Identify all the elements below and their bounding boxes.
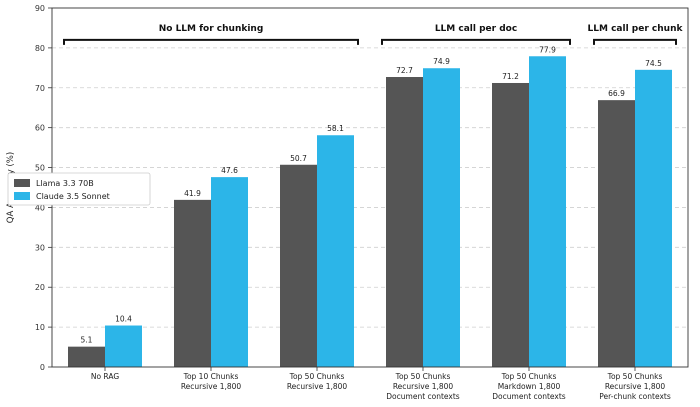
y-tick-label: 0 [40,363,45,372]
y-tick-label: 50 [35,164,45,173]
x-tick-label: Top 50 Chunks [607,372,663,381]
bar-claude [211,177,248,367]
bar-claude [105,325,142,367]
bar-llama [68,346,105,367]
legend [7,172,151,206]
data-label: 5.1 [81,336,93,345]
x-tick-label: Top 50 Chunks [289,372,345,381]
group-bracket [381,38,571,45]
x-tick-label: No RAG [91,372,119,381]
x-tick-label: Recursive 1,800 [287,382,348,391]
bar-claude [635,69,672,368]
bar-llama [386,77,423,367]
group-bracket [63,38,359,45]
x-tick-label: Document contexts [492,392,566,401]
data-label: 71.2 [502,72,519,81]
bar-claude [423,68,460,367]
y-tick-label: 90 [35,4,45,13]
group-bracket-label: LLM call per doc [435,24,517,34]
data-label: 47.6 [221,166,238,175]
x-tick-label: Top 50 Chunks [501,372,557,381]
x-tick-label: Per-chunk contexts [599,392,671,401]
y-tick-label: 70 [35,84,45,93]
data-label: 77.9 [539,45,556,54]
x-tick-label: Recursive 1,800 [181,382,242,391]
legend-swatch [14,179,30,187]
y-tick-label: 20 [35,283,45,292]
data-label: 10.4 [115,315,132,324]
y-tick-label: 40 [35,203,45,212]
data-label: 41.9 [184,189,201,198]
y-tick-label: 10 [35,323,45,332]
legend-label: Claude 3.5 Sonnet [36,192,110,201]
y-tick-label: 30 [35,243,45,252]
x-tick-label: Markdown 1,800 [498,382,561,391]
x-tick-label: Recursive 1,800 [393,382,454,391]
legend-label: Llama 3.3 70B [36,179,94,188]
data-label: 74.5 [645,59,662,68]
group-bracket-label: LLM call per chunk [588,24,684,34]
data-label: 74.9 [433,57,450,66]
bar-llama [492,82,529,367]
bar-llama [280,164,317,367]
x-tick-label: Top 50 Chunks [395,372,451,381]
y-tick-label: 80 [35,44,45,53]
x-tick-label: Recursive 1,800 [605,382,666,391]
group-bracket [593,38,677,45]
bar-llama [174,199,211,367]
y-tick-label: 60 [35,124,45,133]
data-label: 50.7 [290,154,307,163]
x-tick-label: Top 10 Chunks [183,372,239,381]
group-bracket-label: No LLM for chunking [159,24,264,34]
x-tick-label: Document contexts [386,392,460,401]
data-label: 66.9 [608,89,625,98]
data-label: 58.1 [327,124,344,133]
legend-swatch [14,192,30,200]
bar-llama [598,100,635,367]
bar-claude [317,135,354,367]
data-label: 72.7 [396,66,413,75]
bar-claude [529,56,566,367]
